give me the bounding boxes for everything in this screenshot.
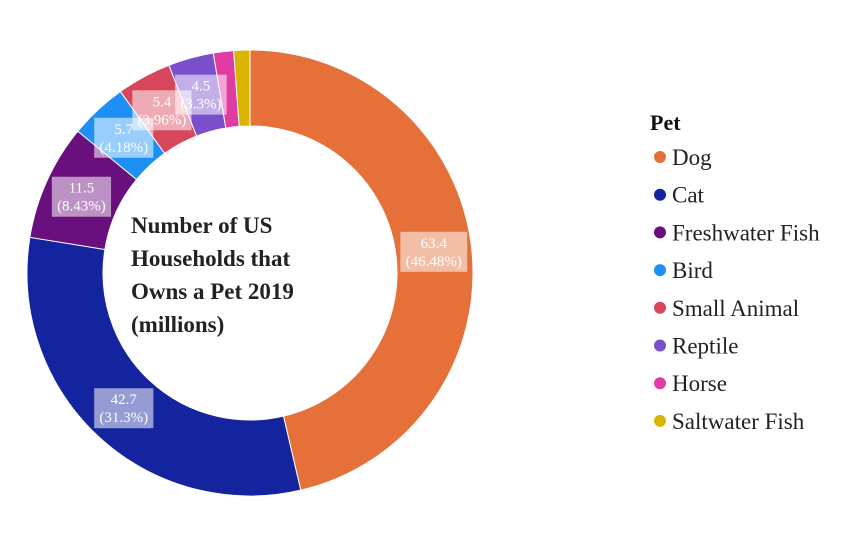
- legend: Pet Dog Cat Freshwater Fish Bird Small Anima…: [650, 110, 820, 434]
- center-title: Number of US Households that Owns a Pet …: [131, 213, 294, 337]
- legend-marker-dog: [654, 151, 666, 163]
- slice-percent-label-small-animal: (3.96%): [138, 112, 187, 128]
- legend-marker-saltwater-fish: [654, 414, 666, 427]
- slice-labels: 63.4 (46.48%) 42.7 (31.3%) 11.5 (8.43%) 5.7 (4.…: [51, 74, 468, 429]
- legend-label-bird[interactable]: Bird: [672, 258, 713, 283]
- slice-value-label-dog: 63.4: [421, 236, 448, 252]
- slice-percent-label-dog: (46.48%): [406, 254, 462, 270]
- legend-label-dog[interactable]: Dog: [672, 145, 712, 170]
- donut-slices: [26, 49, 474, 497]
- legend-label-freshwater-fish[interactable]: Freshwater Fish: [672, 220, 820, 245]
- legend-label-saltwater-fish[interactable]: Saltwater Fish: [672, 409, 805, 434]
- legend-marker-cat: [654, 188, 666, 201]
- slice-percent-label-freshwater-fish: (8.43%): [57, 199, 106, 215]
- slice-value-label-small-animal: 5.4: [153, 94, 172, 110]
- center-title-line-2: Households that: [131, 246, 290, 271]
- legend-label-small-animal[interactable]: Small Animal: [672, 296, 799, 321]
- slice-value-label-reptile: 4.5: [192, 79, 211, 95]
- slice-value-label-freshwater-fish: 11.5: [69, 181, 95, 197]
- slice-percent-label-cat: (31.3%): [99, 410, 148, 426]
- center-title-line-3: Owns a Pet 2019: [131, 279, 294, 304]
- slice-dog[interactable]: [249, 49, 474, 491]
- legend-title: Pet: [650, 110, 681, 135]
- slice-cat[interactable]: [26, 236, 302, 497]
- legend-label-cat[interactable]: Cat: [672, 183, 705, 208]
- center-title-line-4: (millions): [131, 312, 224, 337]
- legend-marker-small-animal: [654, 301, 666, 314]
- slice-label-bg-reptile: [175, 74, 227, 115]
- slice-label-bg-dog: [400, 231, 468, 272]
- slice-label-bg-cat: [94, 388, 154, 429]
- legend-marker-reptile: [654, 339, 666, 352]
- legend-marker-horse: [654, 377, 666, 390]
- legend-label-horse[interactable]: Horse: [672, 371, 727, 396]
- legend-marker-bird: [654, 264, 666, 277]
- slice-percent-label-bird: (4.18%): [99, 140, 148, 156]
- slice-saltwater-fish[interactable]: [233, 49, 251, 127]
- legend-label-reptile[interactable]: Reptile: [672, 334, 738, 359]
- slice-label-bg-freshwater-fish: [51, 176, 112, 217]
- slice-percent-label-reptile: (3.3%): [180, 97, 221, 113]
- slice-value-label-cat: 42.7: [111, 392, 138, 408]
- legend-marker-freshwater-fish: [654, 226, 666, 239]
- center-title-line-1: Number of US: [131, 213, 272, 238]
- slice-value-label-bird: 5.7: [114, 122, 133, 138]
